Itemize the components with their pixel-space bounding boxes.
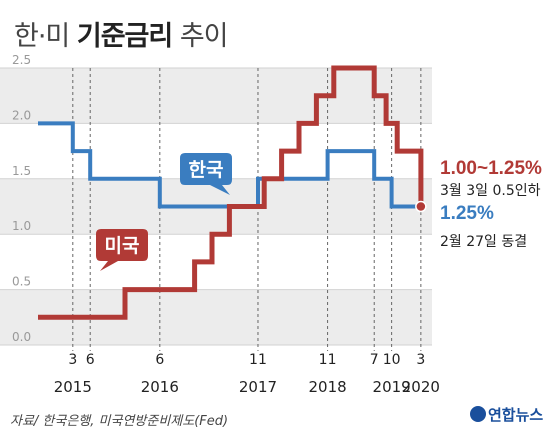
title-part1: 한·미 <box>14 21 70 52</box>
us-rate-value: 1.00~1.25% <box>440 158 542 179</box>
x-tick-year: 2020 <box>402 378 440 396</box>
y-tick-label: 2.0 <box>12 108 31 122</box>
source-note: 자료/ 한국은행, 미국연방준비제도(Fed) <box>10 414 229 429</box>
grid-band <box>0 68 432 124</box>
us-rate-note: 3월 3일 0.5인하 <box>440 183 541 199</box>
korea-rate-note: 2월 27일 동결 <box>440 234 527 250</box>
logo: 연합뉴스 <box>470 404 543 425</box>
logo-text: 연합뉴스 <box>488 406 544 424</box>
chart-title: 한·미 기준금리 추이 <box>14 14 229 53</box>
y-tick-label: 0.5 <box>12 275 31 289</box>
us-bubble-label: 미국 <box>105 235 140 257</box>
korea-bubble-label: 한국 <box>189 159 224 181</box>
title-part3: 추이 <box>179 21 229 52</box>
x-tick-month: 3 <box>68 352 77 368</box>
korea-bubble-shape <box>180 153 232 195</box>
x-tick-month: 11 <box>249 352 267 368</box>
series-line-korea <box>38 121 421 209</box>
y-tick-label: 1.0 <box>12 219 31 233</box>
x-tick-month: 7 <box>370 352 379 368</box>
y-tick-label: 2.5 <box>12 53 31 67</box>
series-line-us <box>38 65 424 320</box>
x-tick-year: 2016 <box>141 378 179 396</box>
logo-icon <box>470 406 486 422</box>
korea-bubble: 한국 <box>180 153 232 195</box>
korea-rate-value: 1.25% <box>440 203 494 224</box>
x-tick-year: 2018 <box>308 378 346 396</box>
us-bubble: 미국 <box>96 229 148 271</box>
end-point-marker <box>415 200 427 213</box>
y-tick-label: 0.0 <box>12 330 31 344</box>
x-tick-year: 2017 <box>239 378 277 396</box>
x-tick-year: 2015 <box>54 378 92 396</box>
x-tick-month: 11 <box>319 352 337 368</box>
y-tick-label: 1.5 <box>12 164 31 178</box>
x-tick-month: 6 <box>86 352 95 368</box>
us-bubble-shape <box>96 229 148 271</box>
x-tick-year: 2019 <box>373 378 411 396</box>
x-tick-month: 6 <box>155 352 164 368</box>
x-tick-month: 10 <box>383 352 401 368</box>
title-part2: 기준금리 <box>76 21 173 52</box>
x-tick-month: 3 <box>416 352 425 368</box>
